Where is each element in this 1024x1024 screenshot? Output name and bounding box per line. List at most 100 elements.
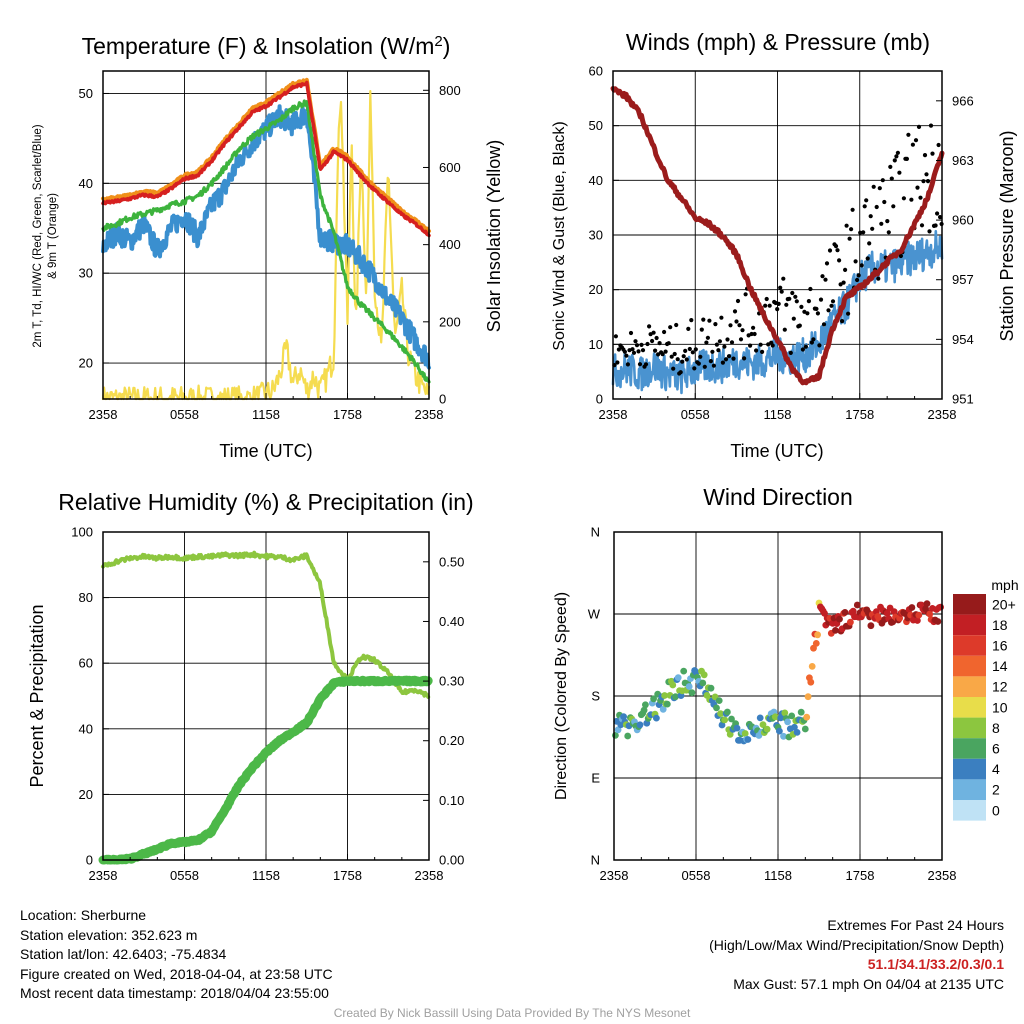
gust-point <box>705 335 711 340</box>
gust-point <box>622 349 628 354</box>
gust-point <box>906 132 911 137</box>
wind-direction-point <box>653 714 660 722</box>
wind-direction-point <box>759 721 767 728</box>
gust-point <box>885 219 890 224</box>
temperature-y2-tick-label: 800 <box>439 83 461 98</box>
temperature-x-tick-label: 2358 <box>415 407 444 422</box>
wind-direction-point <box>614 726 622 734</box>
gust-point <box>882 199 887 205</box>
temperature-y-axis-title-line2: & 9m T (Orange) <box>47 193 59 279</box>
wind-direction-point <box>733 724 741 732</box>
temperature-y-tick-label: 20 <box>79 356 93 371</box>
wind-y2-tick-label: 966 <box>952 93 974 108</box>
gust-point <box>915 185 920 190</box>
colorbar-label: 16 <box>992 638 1008 654</box>
gust-point <box>669 354 674 359</box>
wind-direction-point <box>937 603 944 611</box>
gust-point <box>784 302 789 307</box>
wind-y2-tick-label: 951 <box>952 392 974 407</box>
gust-point <box>811 337 816 342</box>
temperature-y2-tick-label: 400 <box>439 237 461 252</box>
gust-point <box>657 341 662 346</box>
wind-pressure-x-axis-title: Time (UTC) <box>730 441 823 461</box>
extremes-heading: Extremes For Past 24 Hours <box>827 917 1004 933</box>
gust-point <box>904 156 910 161</box>
gust-point <box>835 248 840 253</box>
gust-point <box>837 258 842 263</box>
gust-point <box>643 362 649 367</box>
colorbar-swatch <box>953 676 986 697</box>
gust-point <box>701 317 706 322</box>
wind-direction-point <box>867 622 875 630</box>
gust-point <box>823 277 828 282</box>
gust-point <box>763 303 768 308</box>
gust-point <box>865 256 870 261</box>
gust-point <box>824 261 830 266</box>
humidity-y2-tick-label: 0.40 <box>439 614 464 629</box>
wind-direction-point <box>636 721 644 729</box>
humidity-y2-tick-label: 0.20 <box>439 733 464 748</box>
temperature-axes: 2358 0558 1158 1758 2358 20 30 40 50 0 200 400 600 80… <box>79 83 461 422</box>
colorbar-swatch <box>953 635 986 656</box>
direction-y-tick-label: S <box>591 689 600 704</box>
gust-point <box>650 338 655 344</box>
wind-direction-point <box>724 708 731 716</box>
wind-direction-point <box>781 709 789 717</box>
gust-point <box>806 299 812 304</box>
wind-x-tick-label: 0558 <box>681 407 710 422</box>
wind-direction-point <box>715 697 723 704</box>
gust-point <box>760 349 765 354</box>
wind-pressure-axes: 2358 0558 1158 1758 235801020304050609519549… <box>589 64 974 423</box>
wind-direction-point <box>793 729 801 736</box>
gust-point <box>829 303 834 308</box>
gust-point <box>874 204 879 210</box>
gust-point <box>731 356 736 361</box>
wind-direction-point <box>642 701 649 709</box>
extremes-legend: (High/Low/Max Wind/Precipitation/Snow De… <box>709 936 1004 953</box>
wind-direction-point <box>659 705 667 713</box>
gust-point <box>692 366 697 371</box>
gust-point <box>728 323 733 328</box>
wind-direction-point <box>674 674 682 681</box>
wind-direction-point <box>803 713 811 721</box>
temperature-x-tick-label: 0558 <box>170 407 199 422</box>
humidity-x-tick-label: 1158 <box>252 868 280 883</box>
gust-point <box>624 353 629 358</box>
gust-point <box>827 248 833 253</box>
wind-y2-tick-label: 954 <box>952 332 974 347</box>
gust-point <box>880 178 885 183</box>
gust-point <box>671 366 676 371</box>
gust-point <box>717 339 723 344</box>
gust-point <box>901 196 907 201</box>
gust-point <box>764 296 769 302</box>
temperature-y2-tick-label: 200 <box>439 314 461 329</box>
temperature-x-axis-title: Time (UTC) <box>219 441 312 461</box>
gust-point <box>666 341 671 346</box>
wind-direction-point <box>923 600 931 607</box>
humidity-x-tick-label: 0558 <box>170 868 199 883</box>
gust-point <box>631 350 637 355</box>
gust-point <box>680 359 685 364</box>
temperature-y-tick-label: 40 <box>79 176 93 191</box>
wind-y2-tick-label: 963 <box>952 153 974 168</box>
gust-point <box>639 342 644 347</box>
wind-pressure-panel: Winds (mph) & Pressure (mb) 2358 0558 1158… <box>551 29 1017 461</box>
speed-colorbar: mph 20+ 18 16 14 12 10 8 6 4 2 0 <box>953 577 1019 821</box>
gust-point <box>696 361 701 366</box>
wind-direction-point <box>717 710 724 717</box>
gust-point <box>799 304 804 309</box>
gust-point <box>805 311 810 316</box>
colorbar-label: 0 <box>992 802 1000 818</box>
colorbar-swatch <box>953 655 986 677</box>
gust-point <box>743 292 748 297</box>
wind-direction-point <box>728 715 735 723</box>
gust-point <box>737 323 742 328</box>
gust-point <box>634 343 640 348</box>
colorbar-label: 8 <box>992 720 1000 736</box>
wind-y2-tick-label: 960 <box>952 213 974 228</box>
colorbar-label: 18 <box>992 617 1008 633</box>
gust-point <box>818 297 824 302</box>
wind-direction-panel: Wind Direction 2358 0558 1158 1758 2358NWSEN… <box>553 484 1019 883</box>
gust-point <box>897 170 902 175</box>
gust-point <box>892 158 897 163</box>
